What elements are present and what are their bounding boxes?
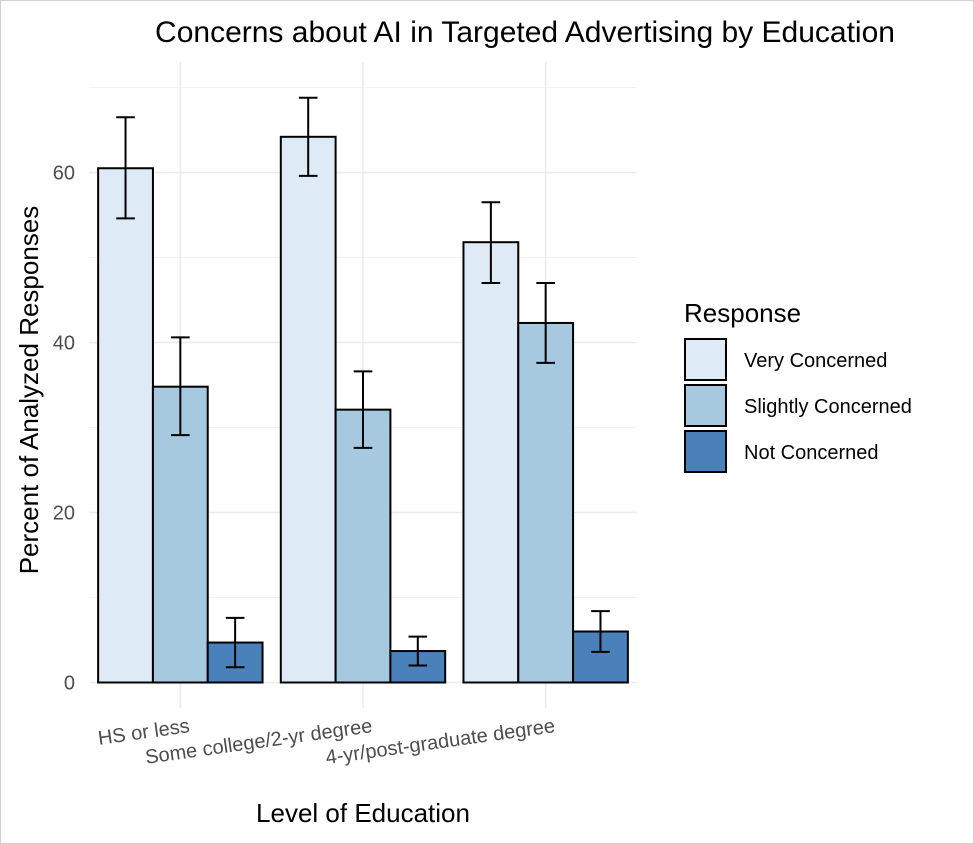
legend-label: Not Concerned xyxy=(744,442,879,464)
error-bars xyxy=(116,96,610,669)
bars xyxy=(97,135,629,684)
legend-label: Very Concerned xyxy=(744,350,887,372)
x-axis-label: Level of Education xyxy=(256,798,470,828)
bar xyxy=(97,167,154,684)
chart-title: Concerns about AI in Targeted Advertisin… xyxy=(155,16,895,49)
y-tick-label: 0 xyxy=(64,673,75,695)
bar xyxy=(517,321,575,684)
legend-swatch xyxy=(684,384,727,427)
legend-swatch xyxy=(684,338,727,381)
legend-title: Response xyxy=(684,298,801,328)
y-axis-ticks: 0 20 40 60 xyxy=(53,163,75,695)
bar xyxy=(334,408,392,684)
y-tick-label: 60 xyxy=(53,163,75,185)
legend-swatch xyxy=(684,430,727,473)
y-tick-label: 20 xyxy=(53,503,75,525)
legend: Response Very Concerned Slightly Concerne… xyxy=(684,298,912,473)
bar xyxy=(462,241,520,684)
y-tick-label: 40 xyxy=(53,333,75,355)
bar xyxy=(279,135,337,684)
legend-label: Slightly Concerned xyxy=(744,396,912,418)
y-axis-label: Percent of Analyzed Responses xyxy=(14,206,44,575)
